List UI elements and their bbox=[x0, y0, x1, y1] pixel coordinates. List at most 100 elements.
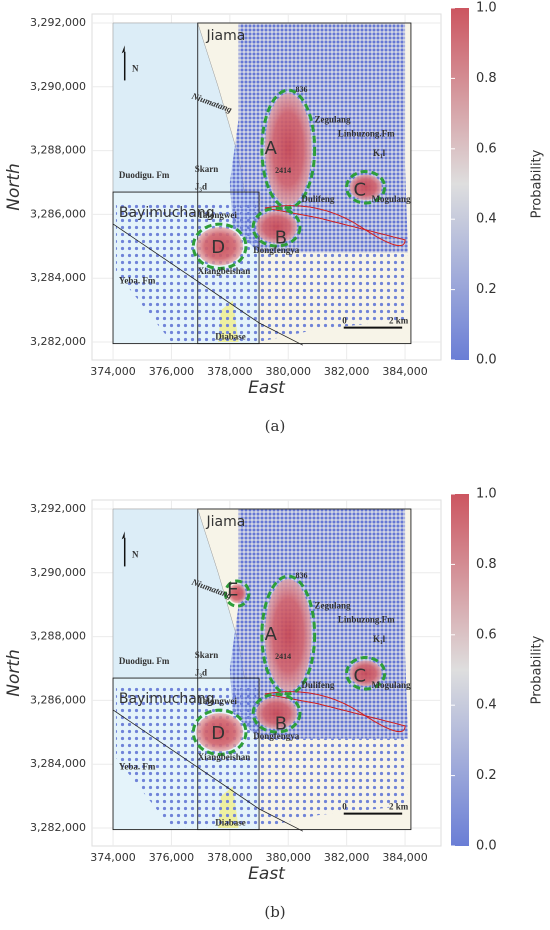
map-layer: JiamaBayimuchangNiumatangZegulangLinbuzo… bbox=[112, 508, 412, 832]
map-annotation: 2414 bbox=[275, 652, 291, 661]
map-annotation: J₃d bbox=[195, 181, 207, 191]
high-probability-zone bbox=[264, 93, 312, 205]
sample-grid bbox=[259, 252, 408, 343]
orebody-outline bbox=[264, 691, 406, 733]
map-annotation: A bbox=[265, 138, 278, 159]
map-annotation: C bbox=[354, 665, 367, 686]
x-tick-label: 382,000 bbox=[324, 851, 370, 864]
map-annotation: Mogulang bbox=[371, 680, 411, 690]
zone-outline bbox=[345, 170, 387, 205]
map-annotation: Diabase bbox=[215, 331, 246, 341]
x-tick-label: 376,000 bbox=[149, 365, 195, 378]
map-annotation: K₁l bbox=[373, 148, 386, 158]
zone-outline bbox=[191, 708, 248, 756]
y-tick-label: 3,290,000 bbox=[30, 80, 86, 93]
map-annotation: K₁l bbox=[373, 634, 386, 644]
jiama-boundary bbox=[197, 22, 412, 345]
north-arrow-head bbox=[121, 45, 125, 54]
x-tick-label: 384,000 bbox=[382, 851, 428, 864]
colorbar-tick-label: 1.0 bbox=[476, 487, 497, 502]
y-tick-label: 3,288,000 bbox=[30, 144, 86, 157]
map-annotation: N bbox=[132, 549, 139, 559]
x-tick-label: 380,000 bbox=[266, 851, 312, 864]
bayimuchang-boundary bbox=[112, 191, 260, 345]
map-annotation: 836 bbox=[296, 85, 308, 94]
x-tick-label: 378,000 bbox=[207, 365, 253, 378]
map-annotation: Yeba. Fm bbox=[119, 275, 156, 285]
colorbar-tick-label: 0.2 bbox=[476, 282, 497, 297]
map-annotation: D bbox=[211, 723, 225, 744]
colorbar bbox=[451, 8, 469, 360]
map-annotation: Duodigu. Fm bbox=[119, 656, 170, 666]
map-annotation: E bbox=[227, 579, 238, 600]
map-panel: 374,000 376,000 378,000 380,000 382,000 384,0… bbox=[4, 1, 545, 436]
map-layer: JiamaBayimuchangNiumatangZegulangLinbuzo… bbox=[112, 22, 412, 346]
y-tick-label: 3,284,000 bbox=[30, 271, 86, 284]
y-tick-label: 3,284,000 bbox=[30, 757, 86, 770]
x-tick-label: 374,000 bbox=[90, 365, 136, 378]
x-axis-label: East bbox=[248, 864, 286, 884]
x-tick-label: 382,000 bbox=[324, 365, 370, 378]
high-probability-zone bbox=[256, 697, 298, 730]
y-tick-label: 3,282,000 bbox=[30, 821, 86, 834]
map-annotation: Skarn bbox=[195, 650, 219, 660]
map-annotation: 2414 bbox=[275, 166, 291, 175]
map-annotation: B bbox=[275, 227, 287, 248]
x-tick-label: 384,000 bbox=[382, 365, 428, 378]
map-annotation: C bbox=[354, 179, 367, 200]
zone-outline bbox=[191, 222, 248, 270]
colorbar-tick-label: 1.0 bbox=[476, 1, 497, 16]
zone-outline bbox=[260, 88, 317, 210]
map-annotation: J₃d bbox=[195, 667, 207, 677]
high-probability-zone bbox=[264, 579, 312, 691]
colorbar-tick-label: 0.8 bbox=[476, 71, 497, 86]
map-annotation: Dongfengya bbox=[253, 245, 300, 255]
zone-outline bbox=[223, 579, 251, 608]
high-probability-zone bbox=[256, 211, 298, 244]
y-axis-label: North bbox=[4, 649, 24, 697]
map-annotation: Skarn bbox=[195, 164, 219, 174]
map-annotation: Jiama bbox=[205, 28, 245, 44]
map-annotation: Linbuzong.Fm bbox=[338, 615, 395, 625]
map-annotation: Xiangbeishan bbox=[198, 752, 251, 762]
colorbar-label: Probability bbox=[530, 635, 545, 704]
x-tick-label: 378,000 bbox=[207, 851, 253, 864]
map-annotation: B bbox=[275, 713, 287, 734]
north-arrow-head bbox=[121, 531, 125, 540]
map-annotation: Linbuzong.Fm bbox=[338, 129, 395, 139]
y-tick-label: 3,286,000 bbox=[30, 207, 86, 220]
colorbar-tick-label: 0.4 bbox=[476, 212, 497, 227]
map-annotation: Yeba. Fm bbox=[119, 761, 156, 771]
colorbar-tick-label: 0.2 bbox=[476, 768, 497, 783]
x-tick-label: 376,000 bbox=[149, 851, 195, 864]
jiama-boundary bbox=[197, 508, 412, 831]
map-annotation: Bayimuchang bbox=[119, 205, 215, 221]
colorbar-tick-label: 0.6 bbox=[476, 627, 497, 642]
map-annotation: Dulifeng bbox=[301, 194, 335, 204]
map-annotation: 2 km bbox=[389, 801, 409, 811]
sample-grid bbox=[259, 738, 408, 829]
y-tick-label: 3,290,000 bbox=[30, 566, 86, 579]
map-panel: 374,000 376,000 378,000 380,000 382,000 384,0… bbox=[4, 487, 545, 922]
map-annotation: Jiama bbox=[205, 514, 245, 530]
colorbar-tick-label: 0.0 bbox=[476, 353, 497, 368]
map-annotation: Dongfengya bbox=[253, 731, 300, 741]
orebody-outline bbox=[264, 205, 406, 247]
y-tick-label: 3,292,000 bbox=[30, 16, 86, 29]
zone-outline bbox=[260, 574, 317, 696]
high-probability-zone bbox=[196, 227, 243, 266]
colorbar bbox=[451, 494, 469, 846]
y-axis-label: North bbox=[4, 163, 24, 211]
map-annotation: Mogulang bbox=[371, 194, 411, 204]
map-annotation: D bbox=[211, 237, 225, 258]
map-annotation: Xiangbeishan bbox=[198, 266, 251, 276]
y-tick-label: 3,282,000 bbox=[30, 335, 86, 348]
colorbar-tick-label: 0.6 bbox=[476, 141, 497, 156]
high-probability-zone bbox=[349, 174, 382, 201]
high-probability-zone bbox=[228, 583, 246, 604]
map-annotation: 2 km bbox=[389, 315, 409, 325]
map-annotation: Duodigu. Fm bbox=[119, 170, 170, 180]
colorbar-tick-label: 0.8 bbox=[476, 557, 497, 572]
high-probability-zone bbox=[349, 660, 382, 687]
map-annotation: 0 bbox=[342, 315, 347, 325]
